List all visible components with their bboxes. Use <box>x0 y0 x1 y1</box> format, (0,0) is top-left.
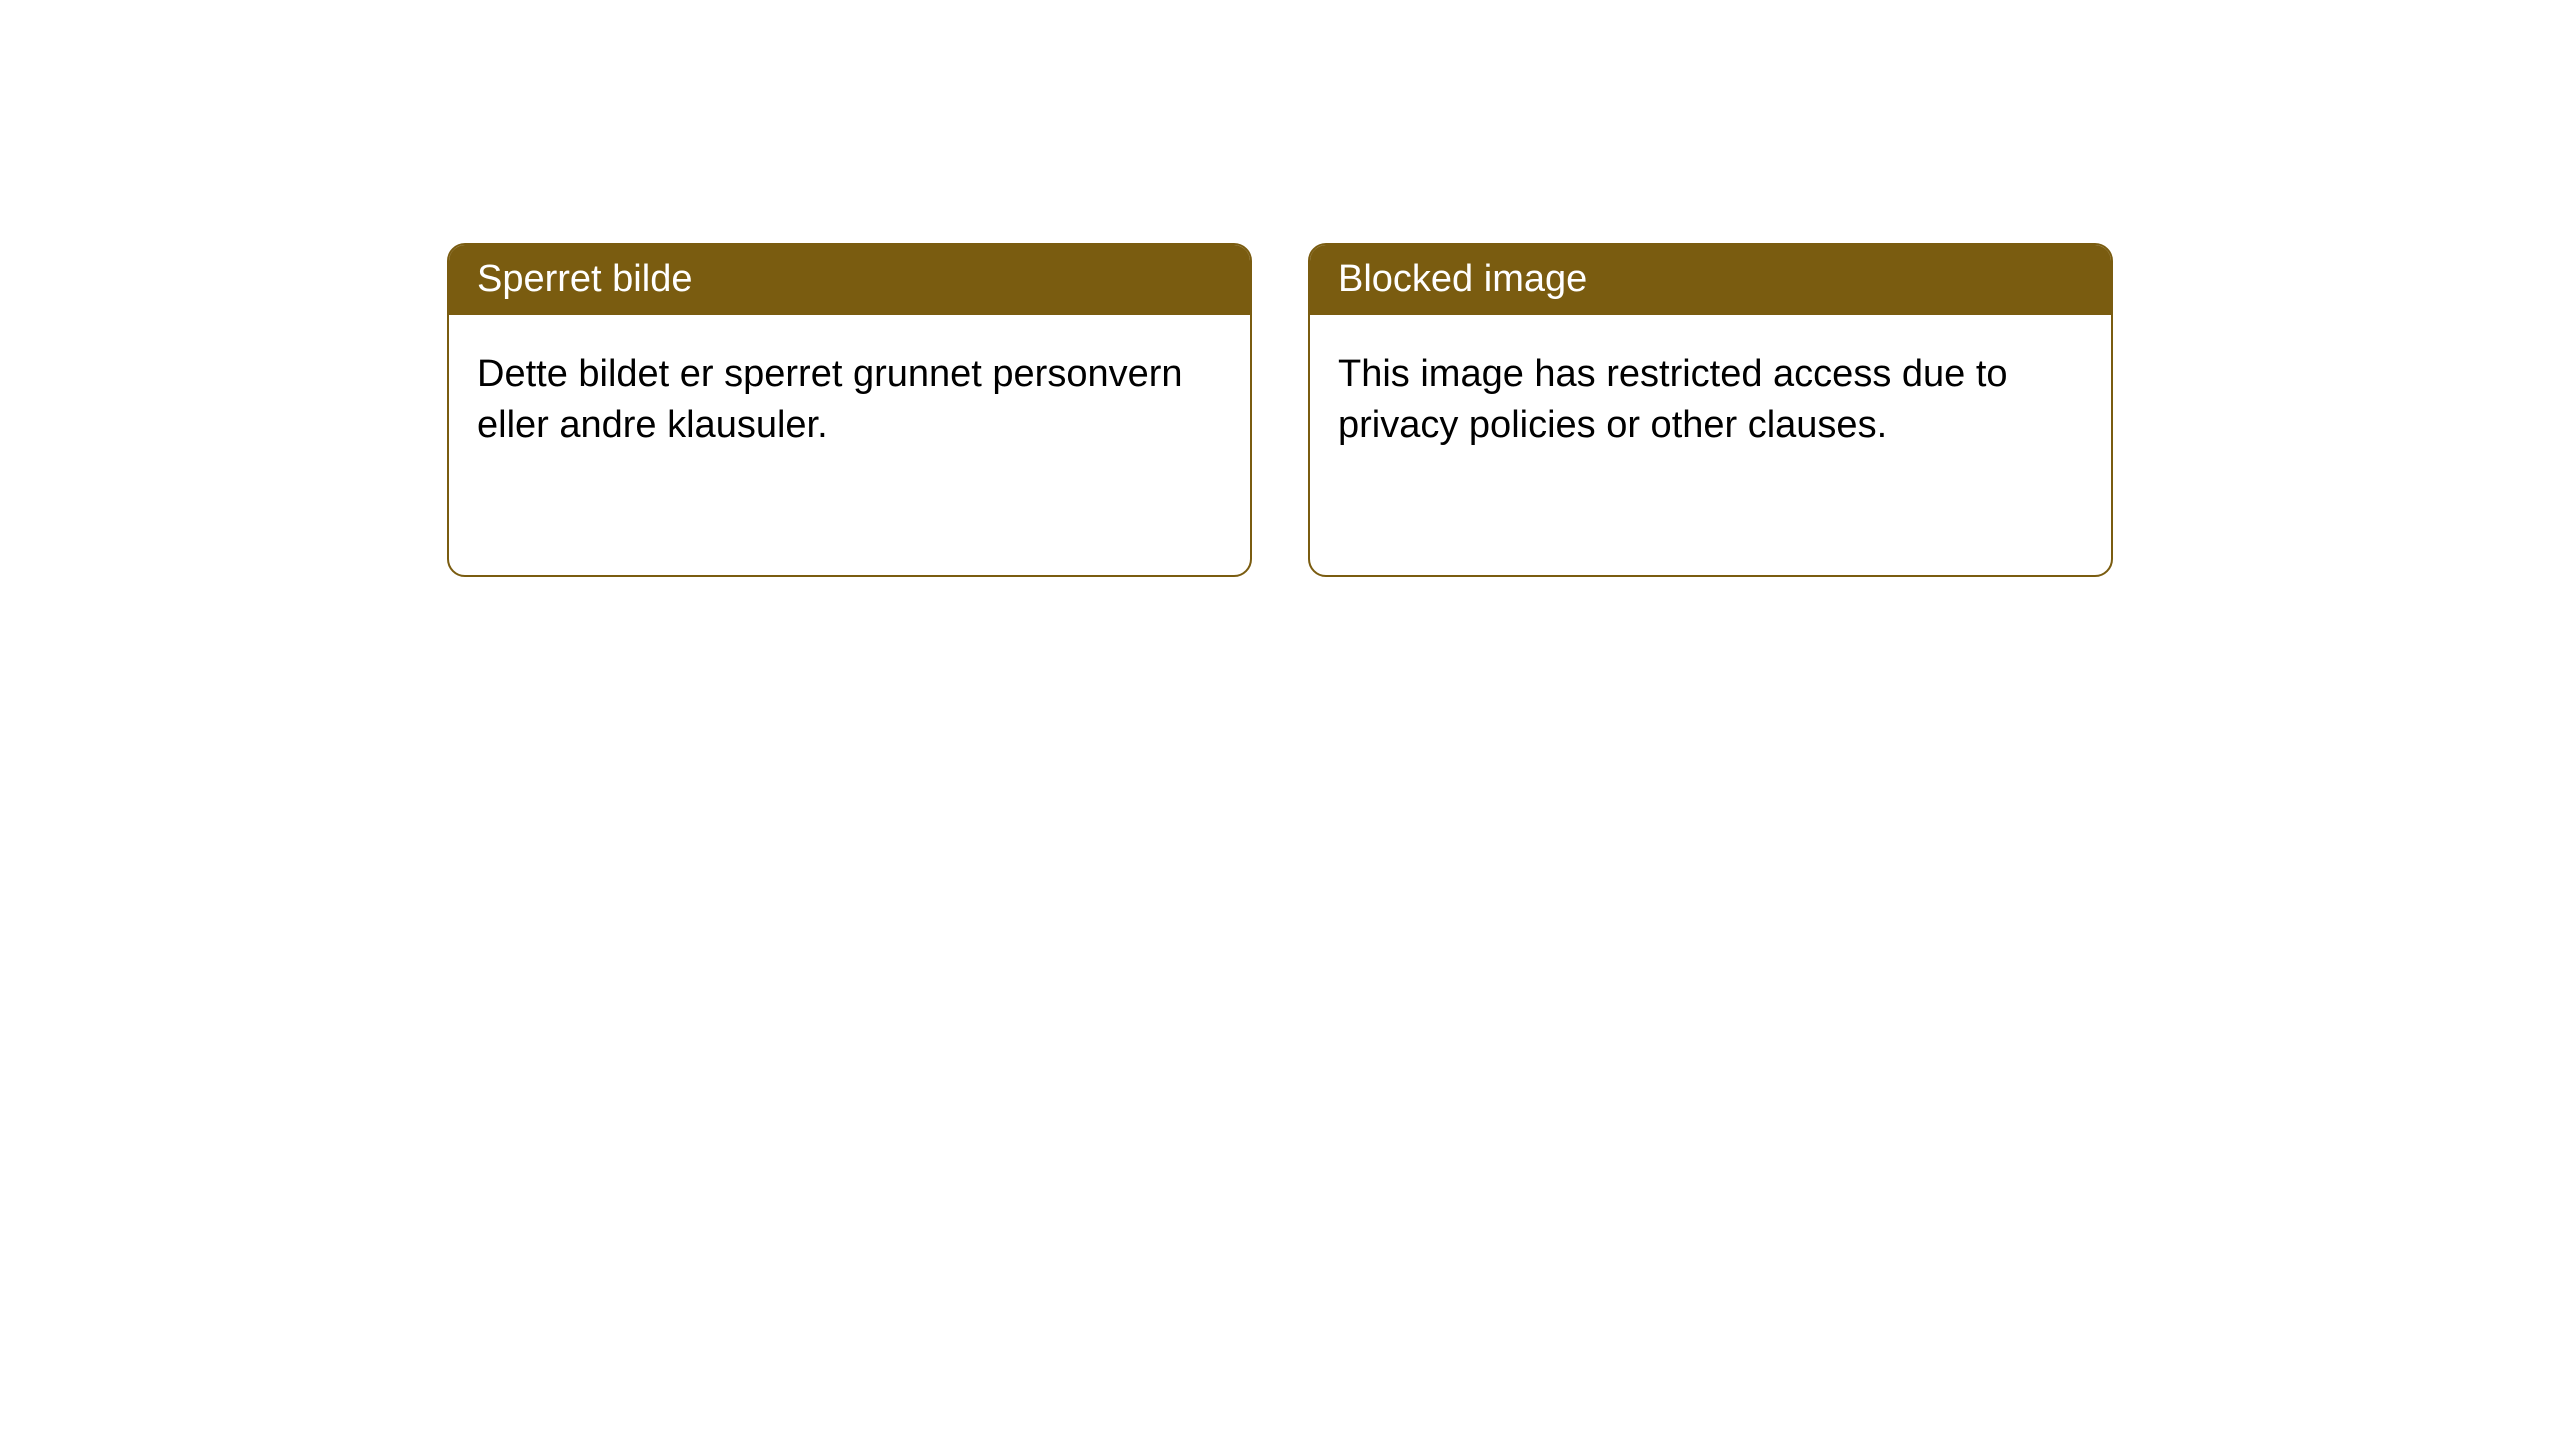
notice-container: Sperret bilde Dette bildet er sperret gr… <box>0 0 2560 577</box>
notice-card-norwegian: Sperret bilde Dette bildet er sperret gr… <box>447 243 1252 577</box>
notice-card-english: Blocked image This image has restricted … <box>1308 243 2113 577</box>
notice-title-norwegian: Sperret bilde <box>449 245 1250 315</box>
notice-title-english: Blocked image <box>1310 245 2111 315</box>
notice-body-norwegian: Dette bildet er sperret grunnet personve… <box>449 315 1250 486</box>
notice-body-english: This image has restricted access due to … <box>1310 315 2111 486</box>
